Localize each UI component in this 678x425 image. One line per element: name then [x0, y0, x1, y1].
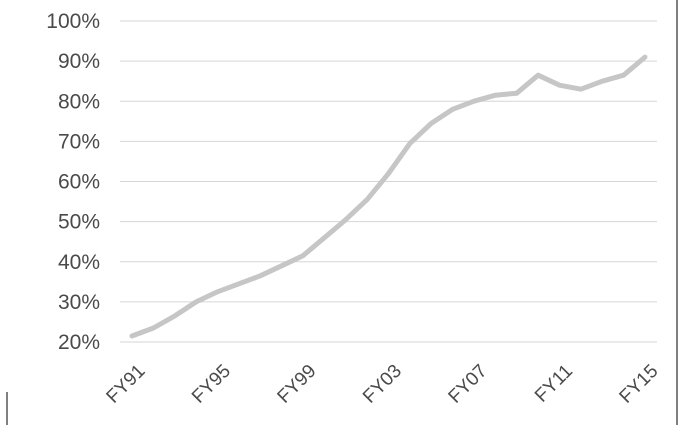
- x-tick-label: FY95: [188, 361, 235, 408]
- y-tick-label: 90%: [58, 50, 100, 73]
- y-tick-label: 40%: [58, 251, 100, 274]
- x-tick-label: FY91: [103, 361, 150, 408]
- y-axis: 20% 30% 40% 50% 60% 70% 80% 90% 100%: [46, 10, 100, 354]
- y-tick-label: 100%: [46, 10, 100, 33]
- y-tick-label: 50%: [58, 211, 100, 234]
- y-tick-label: 20%: [58, 331, 100, 354]
- series-layer: [129, 54, 648, 339]
- x-tick-label: FY03: [359, 361, 406, 408]
- y-tick-label: 70%: [58, 130, 100, 153]
- gridlines: [120, 20, 657, 343]
- x-tick-label: FY99: [274, 361, 321, 408]
- y-tick-label: 30%: [58, 291, 100, 314]
- x-axis: FY91 FY95 FY99 FY03 FY07 FY11 FY15: [103, 361, 663, 408]
- y-tick-label: 60%: [58, 171, 100, 194]
- y-tick-label: 80%: [58, 90, 100, 113]
- series-line: [129, 54, 648, 339]
- x-tick-label: FY07: [445, 361, 492, 408]
- x-tick-label: FY11: [531, 361, 577, 407]
- x-tick-label: FY15: [616, 361, 663, 408]
